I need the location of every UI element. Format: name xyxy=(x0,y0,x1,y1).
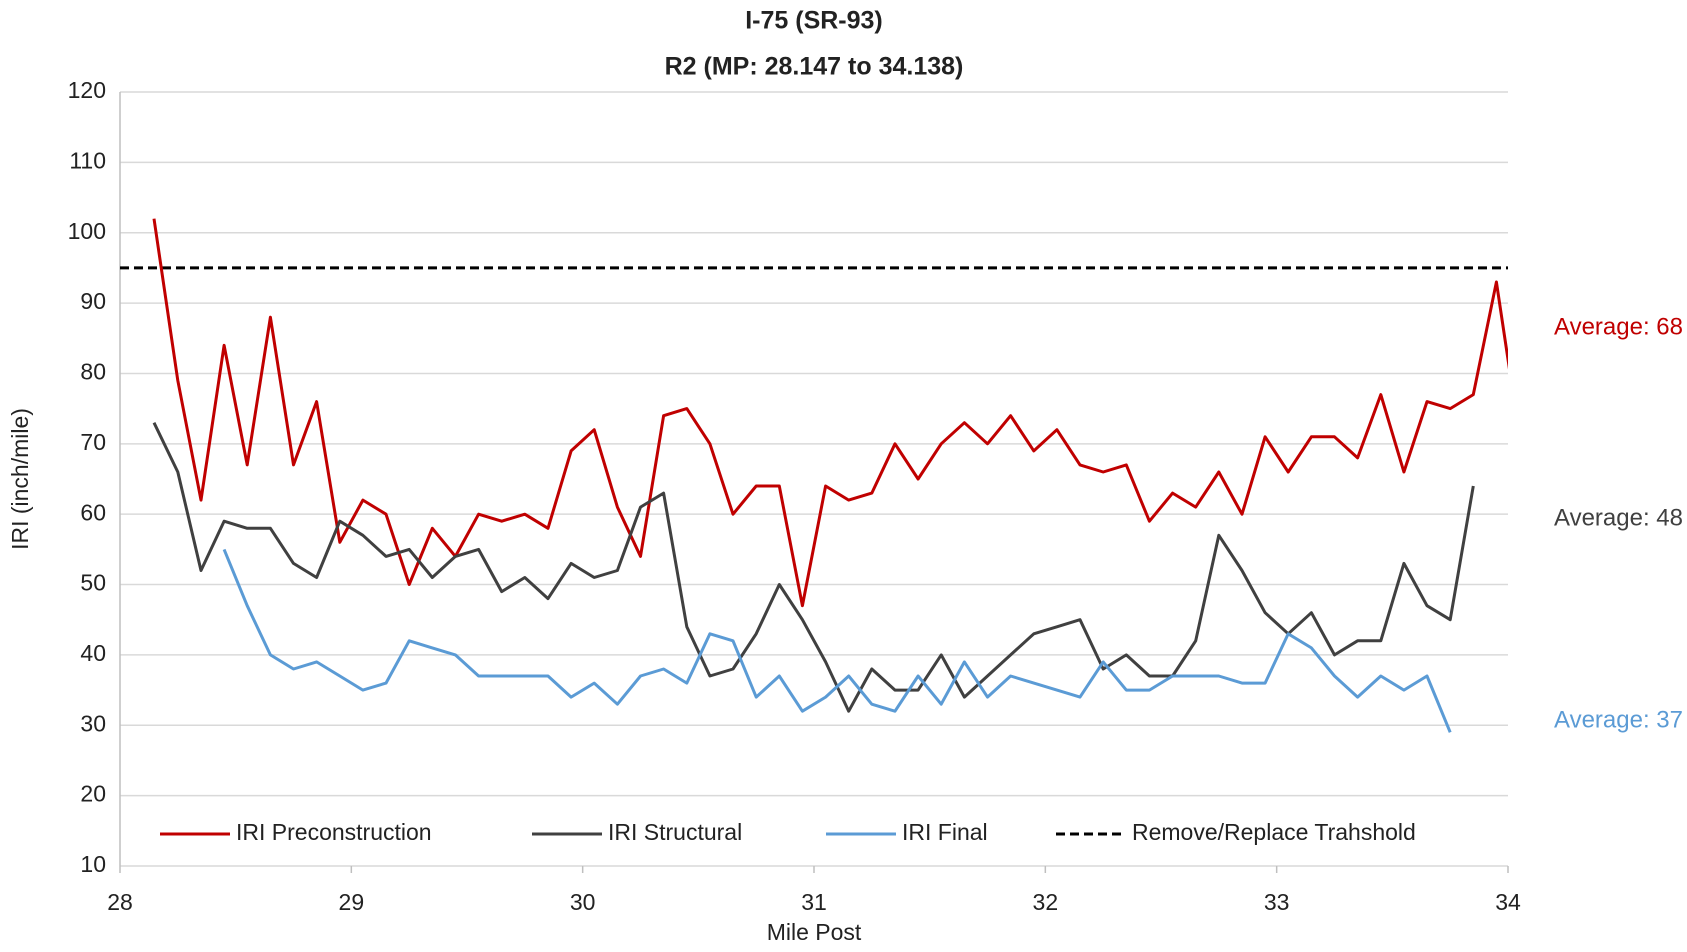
y-tick-label: 20 xyxy=(80,781,106,807)
y-tick-label: 10 xyxy=(80,851,106,877)
y-tick-label: 100 xyxy=(68,218,106,244)
x-tick-label: 29 xyxy=(339,889,365,915)
legend-label: Remove/Replace Trahshold xyxy=(1132,819,1416,845)
y-tick-label: 40 xyxy=(80,640,106,666)
annotation: Average: 68 xyxy=(1554,313,1683,340)
annotation: Average: 48 xyxy=(1554,504,1683,531)
y-tick-label: 30 xyxy=(80,710,106,736)
y-axis-label: IRI (inch/mile) xyxy=(7,408,33,550)
legend-label: IRI Structural xyxy=(608,819,742,845)
x-axis-label: Mile Post xyxy=(767,919,862,945)
chart-subtitle: R2 (MP: 28.147 to 34.138) xyxy=(665,53,964,81)
y-tick-label: 120 xyxy=(68,77,106,103)
y-tick-label: 50 xyxy=(80,570,106,596)
plot-area xyxy=(120,218,1508,733)
x-tick-label: 31 xyxy=(801,889,827,915)
y-tick-label: 110 xyxy=(69,147,106,173)
legend: IRI Preconstruction IRI Structural IRI Fin… xyxy=(160,819,1416,845)
series-line xyxy=(222,548,1452,733)
x-tick-label: 34 xyxy=(1495,889,1521,915)
x-tick-label: 33 xyxy=(1264,889,1290,915)
x-tick-label: 30 xyxy=(570,889,596,915)
legend-label: IRI Final xyxy=(902,819,988,845)
x-tick-label: 32 xyxy=(1033,889,1059,915)
annotation: Average: 37 xyxy=(1554,706,1683,733)
chart-title: I-75 (SR-93) xyxy=(745,7,883,35)
legend-label: IRI Preconstruction xyxy=(236,819,432,845)
y-tick-label: 60 xyxy=(80,499,106,525)
y-tick-label: 90 xyxy=(80,288,106,314)
x-tick-label: 28 xyxy=(107,889,133,915)
y-tick-label: 70 xyxy=(80,429,106,455)
y-tick-label: 80 xyxy=(80,359,106,385)
series-line xyxy=(152,218,1508,608)
grid: 10 20 30 40 50 60 70 80 90 100 110 120 28 29 30 31 32 33 3… xyxy=(68,77,1521,915)
series-line xyxy=(152,422,1475,713)
